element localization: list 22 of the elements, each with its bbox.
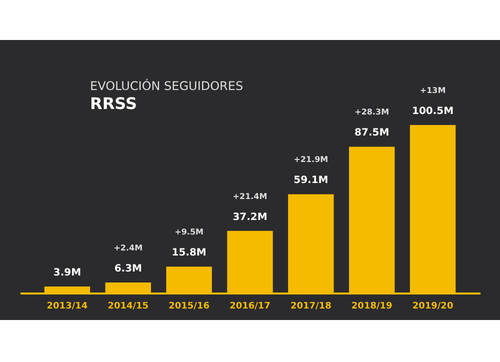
annotation: +21.9M	[294, 155, 328, 164]
x-tick-label: 2015/16	[168, 302, 210, 312]
data-label: 59.1M	[294, 175, 328, 186]
chart-title: EVOLUCIÓN SEGUIDORES	[90, 78, 244, 93]
x-tick-label: 2019/20	[412, 302, 454, 312]
text: +28.3M	[354, 108, 390, 117]
data-label: 15.8M	[172, 248, 206, 259]
data-label: 100.5M	[412, 106, 454, 117]
data-label: 6.3M	[114, 263, 142, 274]
annotation: +2.4M	[114, 243, 143, 252]
x-tick-label: 2014/15	[108, 302, 149, 312]
x-tick-label: 2018/19	[351, 302, 392, 312]
x-tick-label: 2017/18	[290, 302, 332, 312]
text: +13M	[420, 86, 446, 95]
data-label: 37.2M	[232, 212, 268, 223]
data-label: 87.5M	[354, 128, 390, 139]
data-label: 3.9M	[53, 267, 82, 278]
x-tick-label: 2013/14	[46, 302, 88, 312]
annotation: +21.4M	[232, 192, 268, 201]
chart-subtitle: RRSS	[90, 94, 137, 113]
annotation: +9.5M	[174, 228, 204, 237]
x-tick-label: 2016/17	[230, 302, 270, 312]
